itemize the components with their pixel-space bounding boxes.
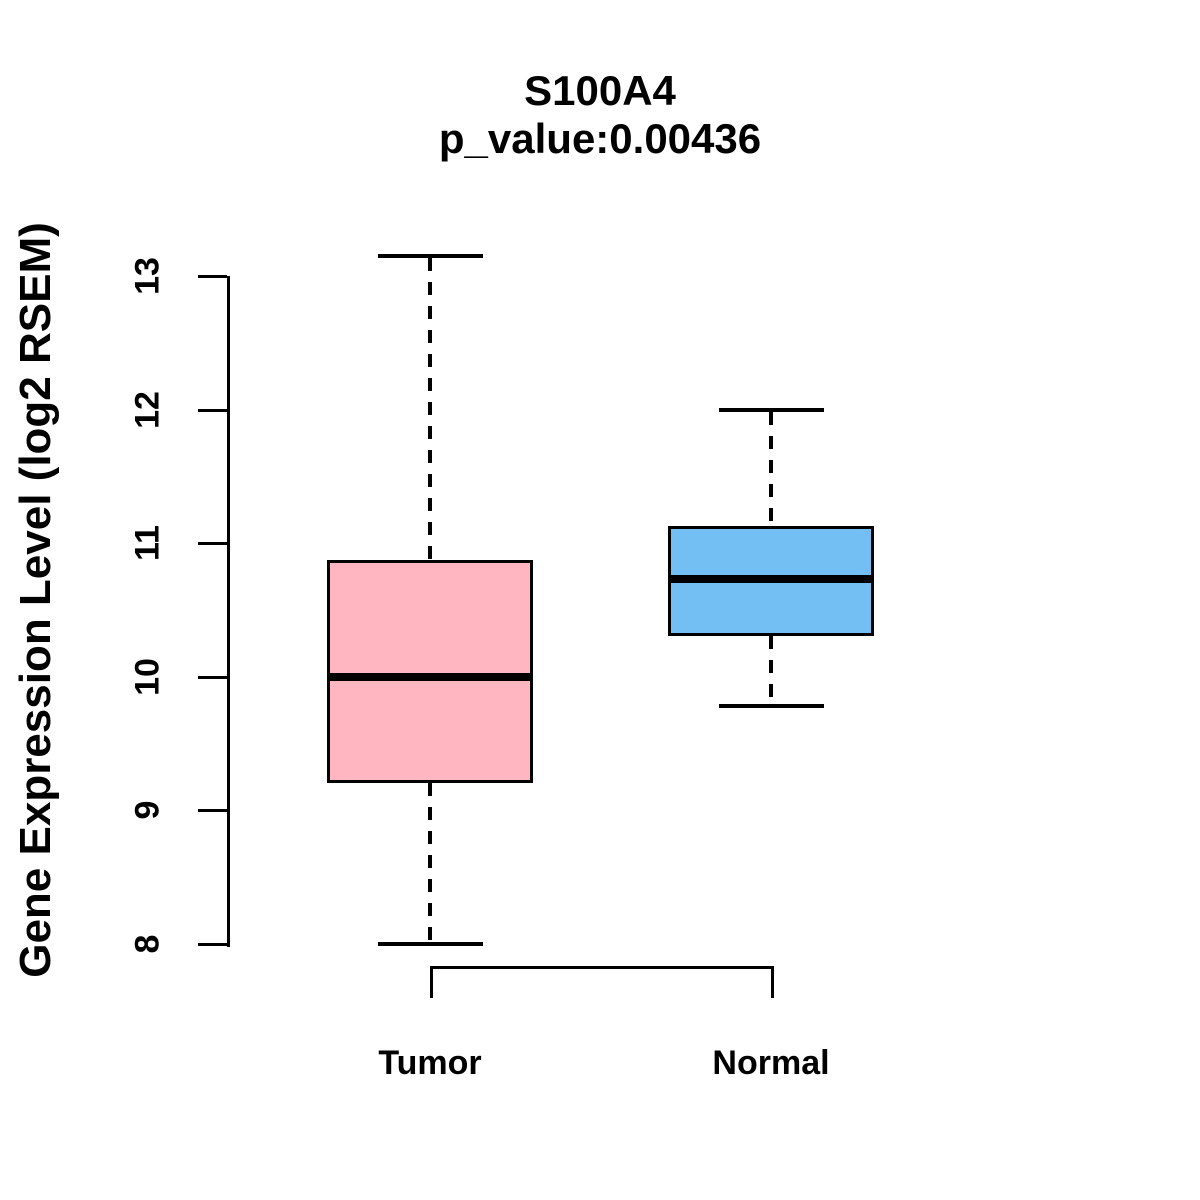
y-axis-label: Gene Expression Level (log2 RSEM) [11, 222, 60, 978]
median-line-tumor [327, 672, 533, 681]
upper-whisker-cap-tumor [377, 253, 483, 258]
y-tick-label: 8 [128, 934, 167, 953]
box-tumor [327, 560, 533, 784]
y-tick-label: 10 [128, 657, 167, 696]
y-tick-label: 11 [128, 525, 167, 561]
y-tick [198, 275, 227, 278]
lower-whisker-cap-normal [718, 703, 824, 708]
x-label-tumor: Tumor [378, 1044, 482, 1082]
y-tick-label: 12 [128, 390, 167, 429]
comparison-bracket-top [430, 966, 774, 969]
upper-whisker-tumor [428, 257, 432, 561]
y-tick [198, 809, 227, 812]
y-tick-label: 9 [128, 800, 167, 820]
lower-whisker-cap-tumor [377, 941, 483, 946]
chart-subtitle: p_value:0.00436 [438, 115, 762, 162]
comparison-bracket-right [771, 966, 774, 998]
y-tick [198, 542, 227, 545]
upper-whisker-cap-normal [718, 407, 824, 412]
chart-title: S100A4 [524, 67, 676, 114]
lower-whisker-normal [769, 636, 773, 704]
y-tick [198, 675, 227, 679]
y-tick [198, 408, 227, 412]
comparison-bracket-left [430, 966, 433, 998]
y-tick-label: 13 [128, 257, 167, 295]
y-axis-line [227, 276, 230, 947]
lower-whisker-tumor [428, 783, 432, 942]
x-label-normal: Normal [712, 1044, 830, 1082]
median-line-normal [668, 575, 874, 584]
y-tick [198, 942, 227, 946]
upper-whisker-normal [769, 411, 773, 526]
